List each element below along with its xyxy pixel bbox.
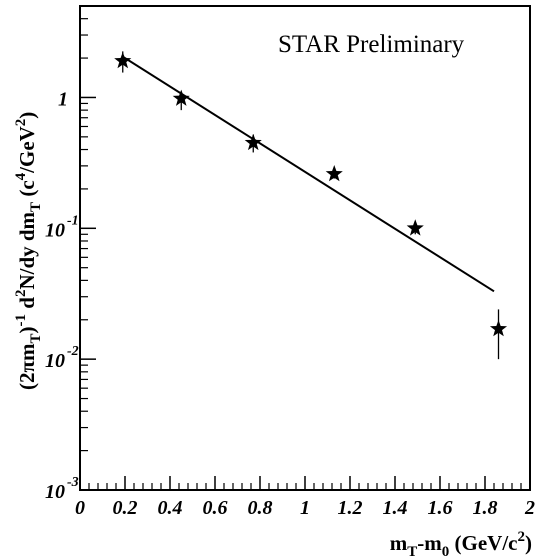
x-tick-label: 0.6 bbox=[203, 497, 228, 519]
x-tick-label: 0.8 bbox=[248, 497, 273, 519]
y-tick-label: 10 bbox=[45, 219, 65, 241]
data-point-star bbox=[325, 165, 343, 182]
x-tick-label: 0.4 bbox=[158, 497, 183, 519]
data-point-star bbox=[114, 51, 132, 69]
x-tick-label: 1.2 bbox=[338, 497, 363, 519]
x-tick-label: 1.8 bbox=[473, 497, 498, 519]
data-point-star bbox=[244, 133, 262, 151]
x-axis-title: mT-m0 (GeV/c2) bbox=[390, 529, 532, 558]
y-tick-exponent: -2 bbox=[67, 344, 79, 359]
data-point-star bbox=[172, 89, 190, 106]
plot-frame bbox=[79, 5, 531, 491]
y-tick-label: 10 bbox=[45, 481, 65, 503]
x-tick-label: 1 bbox=[300, 497, 310, 519]
y-tick-label: 10 bbox=[45, 350, 65, 372]
data-point-star bbox=[406, 219, 424, 236]
y-axis-title: (2πmT)-1 d2N/dy dmT (c4/GeV2) bbox=[13, 112, 44, 390]
x-tick-label: 0.2 bbox=[113, 497, 138, 519]
x-tick-label: 2 bbox=[524, 497, 535, 519]
y-tick-exponent: -3 bbox=[67, 475, 79, 490]
y-tick-label: 1 bbox=[58, 88, 68, 110]
y-tick-exponent: -1 bbox=[67, 213, 79, 228]
data-point-star bbox=[489, 320, 508, 337]
x-tick-label: 0 bbox=[75, 497, 85, 519]
fit-line bbox=[122, 55, 495, 293]
chart-annotation: STAR Preliminary bbox=[278, 31, 465, 58]
x-tick-label: 1.6 bbox=[428, 497, 453, 519]
x-tick-label: 1.4 bbox=[383, 497, 408, 519]
